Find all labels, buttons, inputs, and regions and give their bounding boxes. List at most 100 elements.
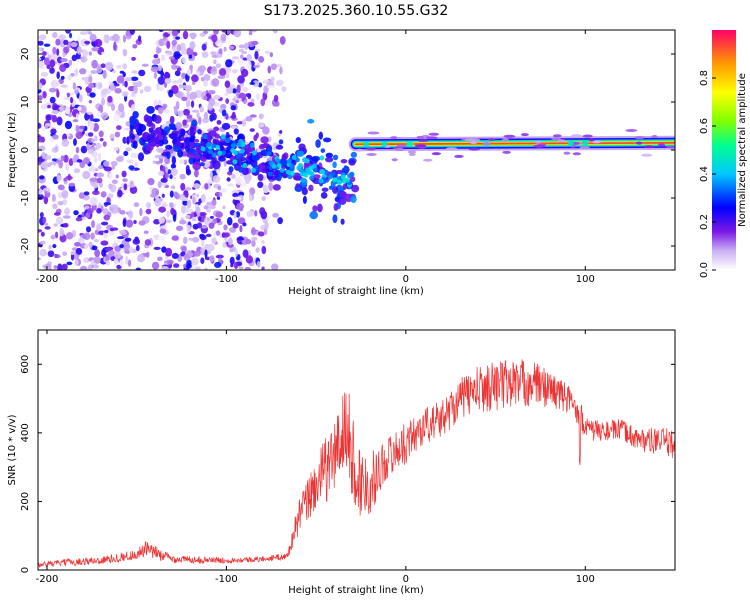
heatmap-cell <box>201 225 208 229</box>
heatmap-cell <box>100 240 109 246</box>
heatmap-cell <box>335 169 344 174</box>
heatmap-cell <box>100 63 106 69</box>
heatmap-cell <box>262 91 268 101</box>
heatmap-cell <box>191 216 197 222</box>
heatmap-cell <box>157 76 166 85</box>
heatmap-cell <box>350 195 357 204</box>
heatmap-cell <box>150 193 157 198</box>
heatmap-cell <box>348 159 356 166</box>
heatmap-cell <box>105 247 112 252</box>
heatmap-cell <box>391 158 398 162</box>
heatmap-cell <box>332 214 338 224</box>
heatmap-cell <box>277 217 283 225</box>
heatmap-cell <box>208 130 217 137</box>
heatmap-cell <box>181 57 186 64</box>
heatmap-cell <box>91 59 98 69</box>
heatmap-cell <box>202 117 210 124</box>
heatmap-cell <box>309 175 315 181</box>
heatmap-cell <box>70 96 74 104</box>
heatmap-cell <box>445 147 458 151</box>
heatmap-cell <box>191 257 199 266</box>
heatmap-cell <box>192 236 200 243</box>
heatmap-cell <box>115 174 119 179</box>
heatmap-cell <box>169 132 178 140</box>
heatmap-cell <box>275 79 284 86</box>
heatmap-cell <box>57 201 64 206</box>
heatmap-cell <box>319 168 325 174</box>
heatmap-cell <box>111 179 118 184</box>
heatmap-cell <box>356 148 363 152</box>
heatmap-cell <box>112 33 120 42</box>
heatmap-cell <box>153 246 161 250</box>
heatmap-cell <box>316 203 323 213</box>
heatmap-cell <box>146 106 155 114</box>
heatmap-cell <box>183 254 190 261</box>
heatmap-cell <box>54 231 59 239</box>
heatmap-cell <box>311 155 321 162</box>
heatmap-cell <box>570 134 583 138</box>
heatmap-cell <box>78 192 85 199</box>
heatmap-cell <box>141 63 149 67</box>
heatmap-cell <box>84 244 88 249</box>
heatmap-cell <box>257 173 264 181</box>
heatmap-cell <box>344 177 350 183</box>
heatmap-cell <box>300 177 306 183</box>
heatmap-x-tick-label: 100 <box>576 274 595 285</box>
heatmap-cell <box>237 217 246 225</box>
heatmap-cell <box>205 153 214 160</box>
heatmap-cell <box>94 135 98 142</box>
heatmap-x-tick-label: -100 <box>215 274 238 285</box>
heatmap-cell <box>153 54 159 59</box>
heatmap-x-tick-label: 0 <box>403 274 409 285</box>
heatmap-cell <box>116 75 125 84</box>
heatmap-cell <box>110 204 119 209</box>
heatmap-cell <box>158 83 165 92</box>
heatmap-cell <box>40 104 48 110</box>
heatmap-cell <box>240 152 246 157</box>
heatmap-cell <box>87 264 93 270</box>
heatmap-cell <box>167 30 173 35</box>
heatmap-cell <box>182 119 187 126</box>
heatmap-cell <box>97 152 102 162</box>
heatmap-cell <box>261 196 266 202</box>
heatmap-cell <box>60 57 68 63</box>
heatmap-cell <box>53 265 58 269</box>
heatmap-cell <box>77 106 82 111</box>
heatmap-cell <box>644 145 655 149</box>
heatmap-cell <box>104 229 109 234</box>
heatmap-cell <box>332 177 338 183</box>
heatmap-cell <box>225 71 230 79</box>
heatmap-cell <box>235 211 241 218</box>
heatmap-cell <box>160 54 166 62</box>
heatmap-cell <box>308 184 314 192</box>
heatmap-cell <box>227 237 233 246</box>
heatmap-cell <box>313 174 321 179</box>
heatmap-cell <box>62 215 71 219</box>
heatmap-cell <box>156 147 164 153</box>
heatmap-cell <box>482 141 491 145</box>
heatmap-cell <box>182 236 188 245</box>
heatmap-cell <box>132 81 138 86</box>
heatmap-cell <box>200 251 206 256</box>
heatmap-cell <box>89 165 96 173</box>
heatmap-cell <box>281 86 287 92</box>
heatmap-cell <box>184 144 190 153</box>
heatmap-cell <box>44 222 49 226</box>
heatmap-cell <box>145 208 152 215</box>
heatmap-cell <box>172 47 177 53</box>
heatmap-cell <box>207 135 212 143</box>
heatmap-cell <box>266 216 270 221</box>
heatmap-cell <box>62 251 68 256</box>
heatmap-cell <box>47 250 55 258</box>
heatmap-cell <box>74 242 81 247</box>
heatmap-cell <box>188 208 194 213</box>
heatmap-cell <box>350 151 358 158</box>
heatmap-cell <box>68 112 72 118</box>
heatmap-cell <box>213 30 219 35</box>
heatmap-cell <box>38 95 43 101</box>
heatmap-cell <box>77 36 81 42</box>
heatmap-cell <box>166 151 171 160</box>
heatmap-cell <box>61 190 69 199</box>
heatmap-cell <box>275 158 281 164</box>
heatmap-cell <box>38 229 43 233</box>
